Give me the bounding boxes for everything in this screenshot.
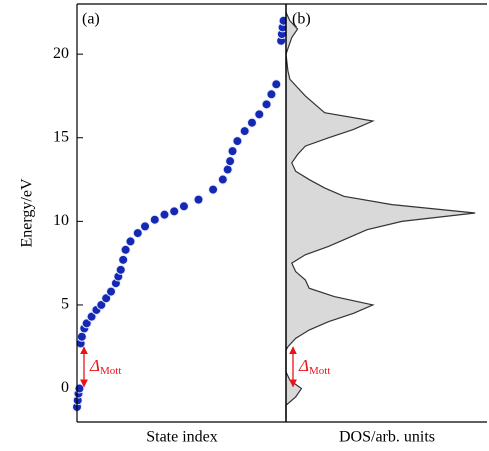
annotation-subscript: Mott — [309, 364, 330, 376]
panel-label: (a) — [82, 11, 100, 28]
point — [81, 318, 92, 329]
point — [86, 311, 97, 322]
point — [225, 156, 236, 167]
x-axis-label: State index — [146, 429, 218, 446]
point — [118, 254, 129, 265]
point — [159, 209, 170, 220]
point — [96, 299, 107, 310]
y-tick-label: 15 — [53, 128, 69, 145]
y-axis-label: Energy/eV — [19, 178, 36, 247]
point — [115, 264, 126, 275]
point — [120, 244, 131, 255]
point — [178, 201, 189, 212]
point — [74, 383, 85, 394]
annotation-symbol: Δ — [89, 356, 100, 375]
point — [149, 214, 160, 225]
point — [254, 109, 265, 120]
point — [101, 293, 112, 304]
point — [271, 79, 282, 90]
y-tick-label: 10 — [53, 212, 69, 229]
point — [232, 136, 243, 147]
annotation: ΔMott — [298, 356, 330, 377]
point — [76, 331, 87, 342]
point — [140, 221, 151, 232]
x-axis-label: DOS/arb. units — [339, 429, 435, 446]
point — [222, 164, 233, 175]
annotation-symbol: Δ — [298, 356, 309, 375]
point — [239, 126, 250, 137]
point — [169, 206, 180, 217]
annotation: ΔMott — [89, 356, 121, 377]
point — [227, 146, 238, 157]
y-tick-label: 20 — [53, 45, 69, 62]
point — [132, 228, 143, 239]
dos-area — [286, 12, 476, 419]
dos-line — [285, 12, 476, 419]
panel-label: (b) — [292, 11, 311, 28]
annotation-subscript: Mott — [100, 364, 121, 376]
point — [266, 89, 277, 100]
point — [208, 184, 219, 195]
point — [125, 236, 136, 247]
y-tick-label: 0 — [61, 379, 69, 396]
y-tick-label: 5 — [61, 296, 69, 313]
point — [261, 99, 272, 110]
point — [106, 286, 117, 297]
point — [193, 194, 204, 205]
point — [217, 174, 228, 185]
point — [246, 117, 257, 128]
